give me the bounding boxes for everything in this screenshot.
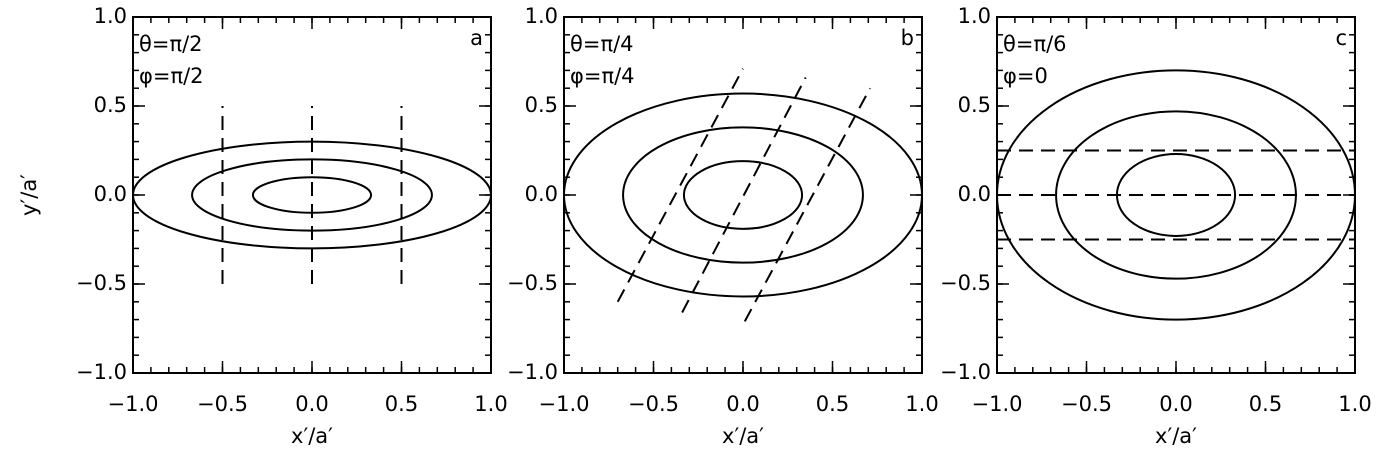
x-tick-label: 0.0 xyxy=(1159,392,1192,416)
x-tick-label: 0.5 xyxy=(816,392,849,416)
plot-frame xyxy=(996,16,1356,374)
plot-frame xyxy=(132,16,492,374)
y-tick-label: −1.0 xyxy=(76,360,127,384)
x-tick-label: 1.0 xyxy=(474,392,507,416)
annotation: θ=π/6 xyxy=(1003,32,1067,56)
dashed-line xyxy=(743,87,871,322)
x-axis-label: x′/a′ xyxy=(291,424,333,448)
y-tick-label: 1.0 xyxy=(958,4,991,28)
y-tick-label: 0.0 xyxy=(958,182,991,206)
y-tick-label: 0.5 xyxy=(958,93,991,117)
x-tick-label: 0.0 xyxy=(295,392,328,416)
x-tick-label: −0.5 xyxy=(197,392,248,416)
y-tick-label: 0.5 xyxy=(94,93,127,117)
y-tick-label: −1.0 xyxy=(940,360,991,384)
dashed-line xyxy=(681,77,807,313)
annotation: θ=π/2 xyxy=(139,32,203,56)
x-tick-label: −1.0 xyxy=(972,392,1023,416)
y-tick-label: 1.0 xyxy=(94,4,127,28)
x-tick-label: −0.5 xyxy=(628,392,679,416)
panel-label: a xyxy=(470,26,483,50)
y-tick-label: 1.0 xyxy=(525,4,558,28)
x-tick-label: −0.5 xyxy=(1061,392,1112,416)
y-tick-label: 0.5 xyxy=(525,93,558,117)
x-axis-label: x′/a′ xyxy=(722,424,764,448)
annotation: φ=π/2 xyxy=(139,64,204,88)
contour xyxy=(682,160,804,230)
annotation: φ=π/4 xyxy=(570,64,635,88)
y-tick-label: −0.5 xyxy=(940,271,991,295)
contour xyxy=(622,126,864,264)
y-axis-label: y′/a′ xyxy=(17,174,41,216)
x-tick-label: 1.0 xyxy=(1338,392,1371,416)
y-tick-label: 0.0 xyxy=(94,182,127,206)
x-axis-label: x′/a′ xyxy=(1155,424,1197,448)
x-tick-label: 0.0 xyxy=(726,392,759,416)
plot-frame xyxy=(563,16,923,374)
panel-label: b xyxy=(901,26,914,50)
y-tick-label: −0.5 xyxy=(76,271,127,295)
dashed-line xyxy=(616,68,744,303)
x-tick-label: 0.5 xyxy=(1249,392,1282,416)
y-tick-label: −1.0 xyxy=(507,360,558,384)
annotation: θ=π/4 xyxy=(570,32,634,56)
x-tick-label: −1.0 xyxy=(108,392,159,416)
panel-label: c xyxy=(1335,26,1347,50)
x-tick-label: 0.5 xyxy=(385,392,418,416)
y-tick-label: −0.5 xyxy=(507,271,558,295)
annotation: φ=0 xyxy=(1003,64,1048,88)
x-tick-label: 1.0 xyxy=(905,392,938,416)
y-tick-label: 0.0 xyxy=(525,182,558,206)
x-tick-label: −1.0 xyxy=(539,392,590,416)
